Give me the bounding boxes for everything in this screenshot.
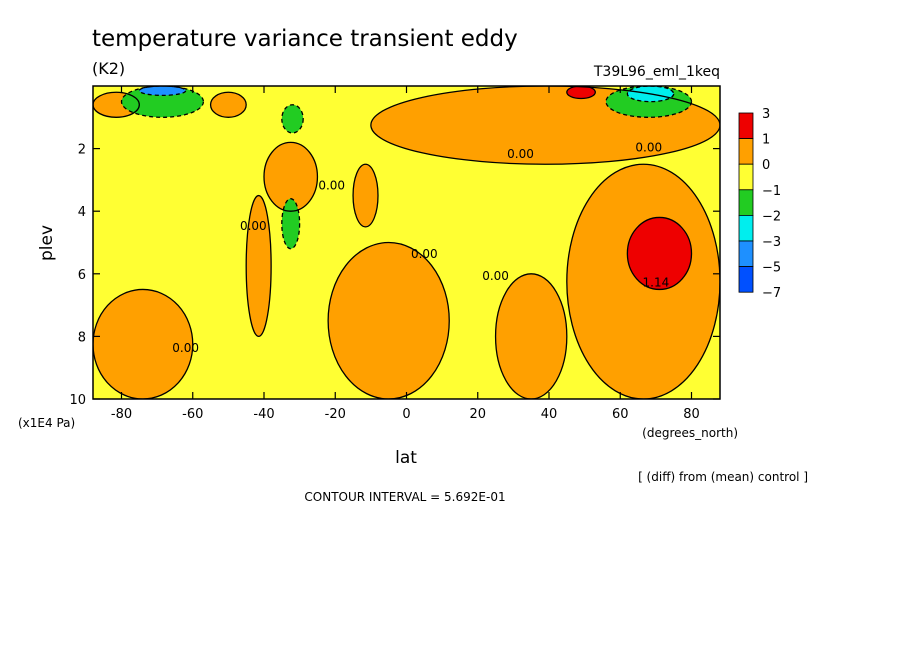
x-tick-label: 0 [402,407,410,422]
x-tick-label: 20 [469,407,486,422]
colorbar-label: −2 [762,209,781,224]
contour-line [566,86,596,100]
y-axis-units: (x1E4 Pa) [18,416,75,430]
x-axis-units: (degrees_north) [642,426,738,440]
colorbar-swatch [738,266,754,293]
colorbar-label: −3 [762,235,781,250]
contour-line [245,194,272,338]
contour-region-positive [264,142,318,212]
contour-line [93,288,194,399]
colorbar-label: 1 [762,133,770,148]
contour-line [120,86,205,118]
colorbar-label: −7 [762,286,781,301]
x-tick-label: 80 [683,407,700,422]
contour-region-negative-1-2 [121,86,204,118]
contour-value-label: 0.00 [482,269,509,283]
contour-line [370,86,720,165]
contour-regions [93,86,720,399]
contour-region-positive-gt-1 [627,217,692,290]
contour-value-label: 0.00 [318,178,345,192]
x-axis-ticks: -80 -60 -40 -20 0 20 40 60 80 [111,86,700,422]
contour-line [209,91,247,118]
contour-region-positive [93,289,193,399]
run-label: T39L96_eml_1keq [593,64,720,80]
x-tick-label: -40 [253,407,274,422]
x-tick-label: -20 [325,407,346,422]
colorbar-label: 0 [762,158,770,173]
contour-value-label: 0.00 [507,147,534,161]
y-tick-label: 6 [78,268,86,283]
contour-value-label: 0.00 [635,141,662,155]
x-tick-label: -60 [182,407,203,422]
colorbar-swatch [738,189,754,216]
contour-value-label: 0.00 [172,341,199,355]
colorbar-swatch [738,112,754,140]
contour-region-positive [246,195,272,337]
x-tick-label: 40 [541,407,558,422]
contour-region-positive [210,92,247,118]
contour-line [352,163,379,228]
colorbar-label: −1 [762,184,781,199]
colorbar: 3 1 0 −1 −2 −3 −5 −7 [738,107,781,301]
contour-interval-label: CONTOUR INTERVAL = 5.692E-01 [304,490,505,504]
x-tick-label: -80 [111,407,132,422]
chart-title: temperature variance transient eddy [92,26,518,52]
contour-value-label: 0.00 [240,219,267,233]
contour-region-positive [495,273,567,399]
y-tick-label: 4 [78,205,86,220]
contour-labels: 0.00 0.00 0.00 0.00 0.00 0.00 0.00 1.14 [172,141,669,355]
colorbar-swatch [738,163,754,191]
contour-region-positive [328,242,450,399]
contour-value-label: 1.14 [643,275,670,289]
contour-line [327,241,450,399]
contour-line [281,198,301,250]
contour-line [626,86,675,103]
contour-line [93,91,140,118]
contour-region-negative-1-2 [281,104,304,133]
diff-note: [ (diff) from (mean) control ] [638,470,808,484]
contour-line [605,86,693,118]
colorbar-label: −5 [762,261,781,276]
y-tick-label: 8 [78,330,86,345]
contour-region-positive-gt-1 [566,86,596,99]
colorbar-swatch [738,214,754,242]
colorbar-swatch [738,240,754,268]
plot-area [93,86,720,399]
contour-line [138,86,187,97]
contour-line [626,216,693,291]
contour-value-label: 0.00 [411,247,438,261]
contour-region-positive [353,164,378,227]
y-axis-ticks: 2 4 6 8 10 [69,143,720,408]
y-tick-label: 10 [69,393,86,408]
colorbar-label: 3 [762,107,770,122]
contour-line [281,104,304,134]
contour-line [566,163,720,399]
colorbar-swatch [738,138,754,165]
x-tick-label: 60 [612,407,629,422]
y-tick-label: 2 [78,143,86,158]
y-axis-label: plev [37,225,57,261]
units-label: (K2) [92,59,125,78]
contour-region-negative-3-5 [139,86,186,96]
contour-lines [93,86,720,399]
contour-line [263,141,319,212]
x-axis-label: lat [395,448,417,468]
